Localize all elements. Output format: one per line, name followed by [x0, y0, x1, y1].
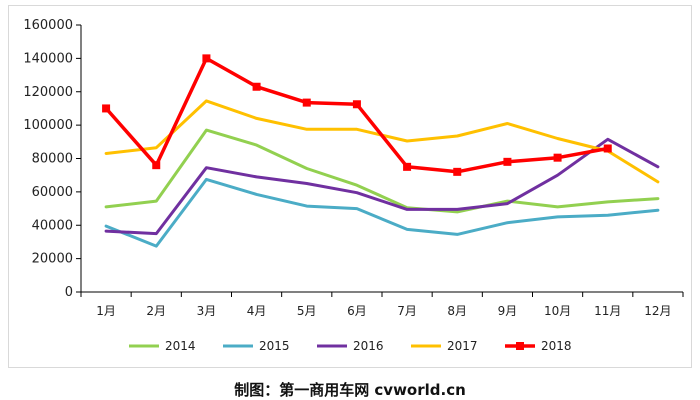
x-tick-label: 1月 [96, 304, 116, 318]
series-line-2017 [104, 99, 660, 184]
line-chart: 0 20000 40000 60000 80000 100000 120000 140000 1… [23, 18, 684, 353]
data-point-2018 [453, 167, 462, 176]
x-tick-label: 5月 [297, 304, 317, 318]
x-tick-label: 11月 [594, 304, 621, 318]
x-tick-label: 3月 [197, 304, 217, 318]
data-point-2018 [603, 144, 612, 153]
y-axis: 0 20000 40000 60000 80000 100000 120000 140000 1… [23, 18, 82, 300]
data-point-2018 [503, 157, 512, 166]
x-tick-label: 10月 [544, 304, 571, 318]
chart-caption: 制图：第一商用车网 cvworld.cn [234, 381, 466, 399]
x-axis: 1月 2月 3月 4月 5月 6月 7月 8月 9月 10月 11月 12月 [80, 291, 684, 318]
legend-label-2018: 2018 [541, 339, 572, 353]
series-line-2016 [104, 137, 660, 236]
legend-label-2016: 2016 [353, 339, 384, 353]
y-tick-label: 80000 [32, 152, 73, 167]
series-lines [102, 54, 660, 248]
x-tick-label: 9月 [498, 304, 518, 318]
data-point-2018 [202, 54, 211, 63]
legend-label-2015: 2015 [259, 339, 290, 353]
data-point-2018 [302, 98, 311, 107]
legend: 2014 2015 2016 2017 2018 [129, 339, 572, 353]
y-tick-label: 40000 [32, 218, 73, 233]
y-tick-label: 100000 [23, 118, 73, 133]
x-tick-label: 4月 [247, 304, 267, 318]
data-point-2018 [352, 100, 361, 109]
x-tick-label: 12月 [644, 304, 671, 318]
y-tick-label: 20000 [32, 252, 73, 267]
data-point-2018 [403, 162, 412, 171]
x-tick-label: 8月 [447, 304, 467, 318]
chart-frame: 0 20000 40000 60000 80000 100000 120000 140000 1… [8, 5, 692, 368]
x-tick-label: 6月 [347, 304, 367, 318]
data-point-2018 [152, 161, 161, 170]
series-line-2014 [104, 128, 660, 214]
y-tick-label: 140000 [23, 51, 73, 66]
y-tick-label: 0 [65, 285, 73, 300]
legend-marker-2018 [516, 342, 524, 350]
data-point-2018 [102, 104, 111, 113]
x-tick-label: 7月 [397, 304, 417, 318]
legend-label-2014: 2014 [165, 339, 196, 353]
data-point-2018 [553, 153, 562, 162]
data-point-2018 [252, 82, 261, 91]
y-tick-label: 120000 [23, 85, 73, 100]
y-tick-label: 160000 [23, 18, 73, 33]
legend-label-2017: 2017 [447, 339, 478, 353]
series-line-2018 [104, 56, 610, 174]
y-tick-label: 60000 [32, 185, 73, 200]
x-tick-label: 2月 [146, 304, 166, 318]
series-line-2015 [104, 177, 660, 248]
